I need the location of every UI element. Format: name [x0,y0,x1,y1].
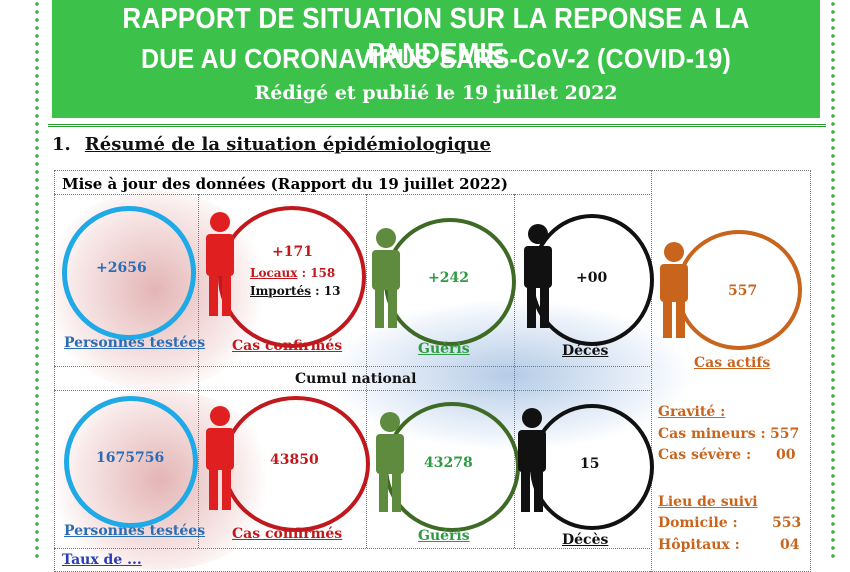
deaths-cumul-value: 15 [580,456,600,472]
deaths-cumul-label: Décès [562,532,609,548]
imported-cases: Importés : 13 [250,284,340,298]
active-label: Cas actifs [694,355,771,371]
footer-partial-text: Taux de ... [62,552,142,568]
tested-update-value: +2656 [96,260,147,276]
person-orange-icon [660,242,688,338]
row-divider-2 [54,366,650,367]
active-value: 557 [728,283,758,299]
tested-cumul-ring [64,396,198,528]
person-red-icon-2 [206,406,234,510]
banner-frame [48,0,826,127]
local-value: : 158 [301,266,336,280]
section-heading: 1. Résumé de la situation épidémiologique [52,134,491,155]
col-divider-1 [198,194,199,548]
title-line-1: RAPPORT DE SITUATION SUR LA REPONSE A LA… [122,1,750,70]
title-line-2: DUE AU CORONAVIRUS SARS-CoV-2 (COVID-19) [141,43,731,75]
local-label: Locaux [250,266,298,280]
home-label: Domicile : [658,515,738,531]
tested-cumul-value: 1675756 [96,450,165,466]
followup-heading: Lieu de suivi [658,494,758,510]
left-dotted-border [34,0,40,560]
row-divider-4 [54,548,650,549]
home-value: 553 [772,515,802,531]
recovered-cumul-label: Guéris [418,528,470,544]
recovered-update-value: +242 [428,270,469,286]
confirmed-update-value: +171 [272,244,313,260]
person-black-icon-2 [518,408,546,512]
person-green-icon [372,228,400,328]
recovered-label: Guéris [418,341,470,357]
deaths-update-value: +00 [576,270,608,286]
report-date-subtitle: Rédigé et publié le 19 juillet 2022 [254,82,618,104]
local-cases: Locaux : 158 [250,266,335,280]
title-banner: RAPPORT DE SITUATION SUR LA REPONSE A LA… [52,0,820,118]
person-green-icon-2 [376,412,404,512]
confirmed-cumul-label: Cas confirmés [232,526,343,542]
minor-cases-value: 557 [770,426,800,442]
row-divider-3 [54,390,650,391]
cumulative-heading: Cumul national [295,371,417,387]
severe-cases-label: Cas sévère : [658,447,752,463]
update-heading: Mise à jour des données (Rapport du 19 j… [62,175,509,193]
section-number: 1. [52,134,71,155]
hospital-value: 04 [780,537,800,553]
col-divider-2 [366,194,367,548]
confirmed-ring [218,206,366,348]
section-title: Résumé de la situation épidémiologique [84,134,492,155]
deaths-label: Décès [562,343,609,359]
right-dotted-border [830,0,836,560]
hospital-label: Hôpitaux : [658,537,740,553]
confirmed-label: Cas confirmés [232,338,343,354]
severity-heading: Gravité : [658,404,726,420]
severe-cases-value: 00 [776,447,796,463]
person-red-icon [206,212,234,316]
tested-ring [62,206,196,340]
minor-cases-label: Cas mineurs : [658,426,766,442]
tested-cumul-label: Personnes testées [64,523,206,539]
tested-label: Personnes testées [64,335,206,351]
imported-value: : 13 [315,284,341,298]
person-black-icon [524,224,552,328]
recovered-cumul-value: 43278 [424,455,473,471]
confirmed-cumul-value: 43850 [270,452,319,468]
col-divider-3 [514,194,515,548]
row-divider [54,194,650,195]
imported-label: Importés [250,284,311,298]
